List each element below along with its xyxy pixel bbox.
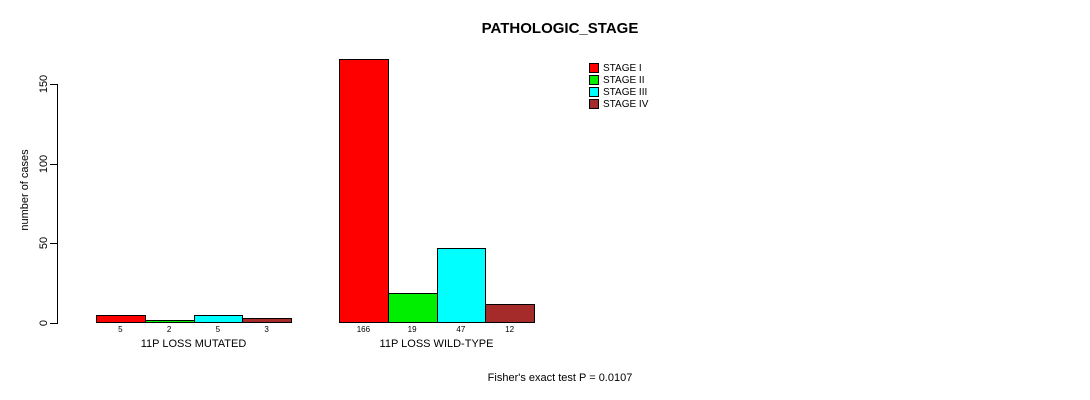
bar-stage-iii	[436, 248, 487, 323]
legend-label: STAGE IV	[603, 98, 649, 110]
category-label: 11P LOSS MUTATED	[140, 338, 247, 350]
bar-value-label: 19	[407, 325, 417, 334]
legend: STAGE I STAGE II STAGE III STAGE IV	[589, 62, 648, 110]
bar-value-label: 5	[215, 325, 221, 334]
y-tick-label: 0	[38, 319, 50, 327]
bar-stage-iv	[242, 318, 292, 323]
y-axis-line	[57, 84, 58, 324]
legend-label: STAGE II	[603, 74, 645, 86]
y-tick-mark	[50, 323, 57, 324]
bar-value-label: 5	[118, 325, 123, 334]
category-label: 11P LOSS WILD-TYPE	[379, 338, 494, 350]
legend-label: STAGE III	[603, 86, 648, 98]
legend-swatch-icon	[589, 87, 599, 97]
legend-row: STAGE IV	[589, 98, 648, 110]
legend-swatch-icon	[589, 63, 599, 73]
chart-title: PATHOLOGIC_STAGE	[481, 20, 639, 37]
legend-swatch-icon	[589, 99, 599, 109]
bar-value-label: 3	[264, 325, 269, 334]
bar-stage-ii	[387, 292, 438, 323]
y-tick-mark	[50, 163, 57, 165]
legend-row: STAGE III	[589, 86, 648, 98]
y-tick-mark	[50, 84, 57, 85]
bar-stage-i	[339, 58, 389, 323]
bar-stage-i	[96, 315, 146, 323]
legend-row: STAGE I	[589, 62, 648, 74]
bar-value-label: 47	[456, 325, 466, 334]
legend-row: STAGE II	[589, 74, 648, 86]
bar-stage-iv	[485, 303, 535, 323]
y-tick-label: 100	[38, 154, 50, 173]
y-tick-label: 50	[38, 237, 50, 250]
bar-stage-ii	[144, 319, 195, 323]
stat-test-annotation: Fisher's exact test P = 0.0107	[487, 372, 633, 384]
bar-value-label: 12	[505, 325, 515, 334]
bar-value-label: 2	[166, 325, 172, 334]
legend-swatch-icon	[589, 75, 599, 85]
y-tick-mark	[50, 243, 57, 245]
legend-label: STAGE I	[603, 62, 642, 74]
bar-stage-iii	[193, 315, 244, 323]
bar-value-label: 166	[356, 325, 371, 334]
y-tick-label: 150	[38, 74, 50, 94]
